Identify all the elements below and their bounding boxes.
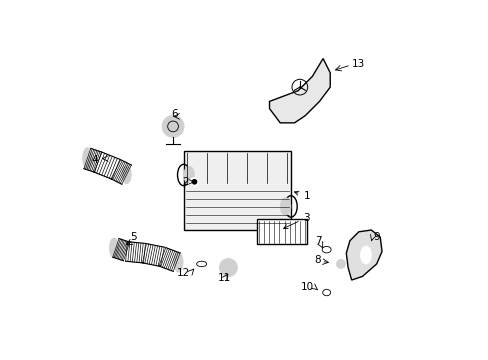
Ellipse shape	[194, 260, 208, 269]
Circle shape	[190, 177, 198, 186]
Ellipse shape	[280, 198, 290, 215]
Ellipse shape	[333, 257, 347, 271]
Polygon shape	[269, 59, 329, 123]
Text: 4: 4	[92, 156, 98, 165]
Polygon shape	[257, 219, 306, 244]
Text: 7: 7	[314, 236, 321, 246]
Circle shape	[214, 253, 242, 282]
Text: 13: 13	[351, 59, 364, 69]
Ellipse shape	[174, 252, 183, 272]
Text: 5: 5	[130, 232, 137, 242]
Polygon shape	[346, 230, 381, 280]
Text: 2: 2	[182, 177, 193, 187]
Ellipse shape	[219, 249, 237, 257]
Ellipse shape	[336, 260, 345, 269]
Text: 9: 9	[372, 232, 379, 242]
Text: 3: 3	[283, 212, 309, 229]
Ellipse shape	[320, 245, 332, 254]
Circle shape	[366, 238, 375, 247]
Circle shape	[192, 180, 196, 184]
Text: 6: 6	[171, 109, 178, 119]
Ellipse shape	[109, 238, 118, 258]
Text: 11: 11	[217, 273, 230, 283]
Circle shape	[162, 116, 183, 137]
Text: 8: 8	[314, 255, 321, 265]
Circle shape	[219, 258, 237, 276]
Ellipse shape	[360, 246, 370, 264]
Text: 1: 1	[294, 191, 309, 201]
Ellipse shape	[320, 288, 332, 297]
Text: 12: 12	[177, 268, 190, 278]
Ellipse shape	[122, 166, 131, 184]
Ellipse shape	[183, 166, 194, 184]
Ellipse shape	[82, 148, 92, 169]
Polygon shape	[183, 152, 290, 230]
Text: 10: 10	[301, 282, 313, 292]
